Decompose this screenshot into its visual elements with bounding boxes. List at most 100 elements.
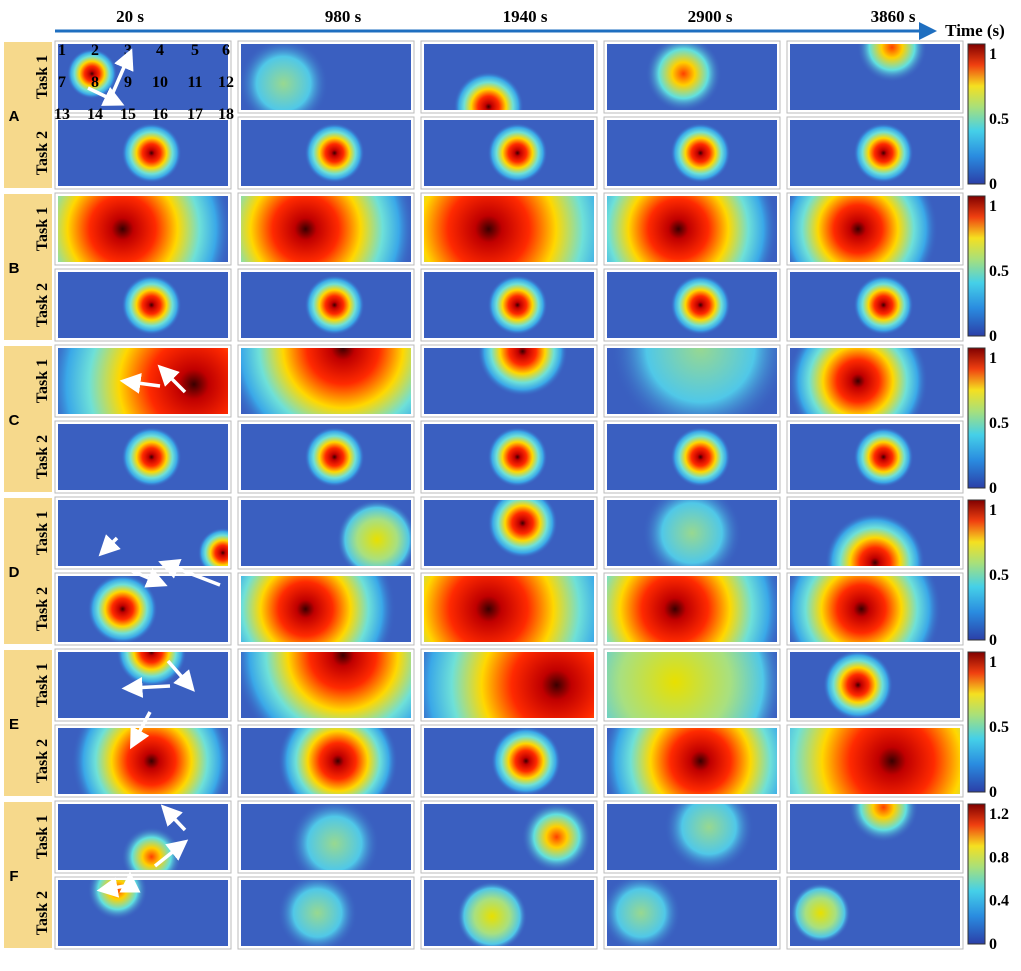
heatmap bbox=[424, 880, 594, 946]
movement-arrow bbox=[131, 568, 168, 588]
heatmap bbox=[424, 500, 594, 566]
heatmap bbox=[424, 120, 594, 186]
grid-number: 6 bbox=[222, 42, 230, 59]
heatmap bbox=[790, 880, 960, 946]
colorbar-tick-label: 0.5 bbox=[989, 263, 1009, 280]
colorbar-tick-label: 0 bbox=[989, 328, 997, 345]
colorbar-tick-label: 1 bbox=[989, 502, 997, 519]
heatmap bbox=[790, 424, 960, 490]
heat-blob bbox=[337, 500, 411, 566]
grid-number: 15 bbox=[120, 106, 136, 123]
colorbar-tick-label: 1 bbox=[989, 198, 997, 215]
colorbar-tick-label: 0.5 bbox=[989, 111, 1009, 128]
colorbar-tick-label: 0.5 bbox=[989, 415, 1009, 432]
heat-blob bbox=[825, 512, 925, 566]
colorbar-tick-label: 1 bbox=[989, 46, 997, 63]
heat-blob bbox=[790, 883, 851, 943]
heatmap bbox=[58, 804, 228, 870]
heatmap bbox=[241, 804, 411, 870]
heat-blob bbox=[664, 804, 754, 870]
colorbar-tick-label: 0.5 bbox=[989, 567, 1009, 584]
heatmap bbox=[607, 880, 777, 946]
task-label: Task 1 bbox=[34, 511, 51, 555]
time-label: 2900 s bbox=[688, 7, 733, 26]
heat-blob bbox=[848, 804, 919, 843]
heat-blob bbox=[277, 728, 398, 794]
heatmap bbox=[424, 348, 594, 414]
heat-blob bbox=[607, 728, 777, 794]
heatmap bbox=[424, 652, 594, 718]
heat-blob bbox=[304, 427, 365, 487]
heatmap bbox=[790, 44, 960, 110]
heat-blob bbox=[121, 427, 182, 487]
task-label: Task 2 bbox=[34, 891, 51, 935]
heat-blob bbox=[790, 576, 942, 642]
group-label: F bbox=[9, 868, 18, 885]
grid-number: 13 bbox=[54, 106, 70, 123]
heatmap bbox=[607, 652, 777, 718]
heat-blob bbox=[670, 123, 731, 183]
grid-number: 14 bbox=[87, 106, 103, 123]
group-label: C bbox=[9, 412, 20, 429]
heat-blob bbox=[853, 427, 914, 487]
colorbar-tick-label: 1 bbox=[989, 654, 997, 671]
time-label: 20 s bbox=[116, 7, 144, 26]
heatmap bbox=[790, 120, 960, 186]
heatmap bbox=[241, 424, 411, 490]
heat-blob bbox=[304, 275, 365, 335]
heat-blob bbox=[642, 500, 742, 566]
heatmap bbox=[790, 652, 960, 718]
heat-blob bbox=[521, 804, 592, 870]
heat-blob bbox=[424, 196, 594, 262]
heatmap bbox=[58, 576, 228, 642]
grid-number: 2 bbox=[91, 42, 99, 59]
heatmap bbox=[424, 196, 594, 262]
movement-arrow bbox=[106, 48, 134, 105]
heatmap bbox=[607, 576, 777, 642]
heat-blob bbox=[67, 48, 117, 99]
heat-blob bbox=[853, 123, 914, 183]
heat-blob bbox=[58, 348, 228, 414]
heatmap bbox=[241, 272, 411, 338]
heat-blob bbox=[790, 196, 938, 262]
heat-blob bbox=[121, 123, 182, 183]
heatmap bbox=[58, 44, 228, 110]
heatmap bbox=[241, 348, 411, 414]
group-band bbox=[4, 498, 52, 644]
heatmap bbox=[424, 272, 594, 338]
grid-number: 10 bbox=[152, 74, 168, 91]
group-band bbox=[4, 42, 52, 188]
group-band bbox=[4, 346, 52, 492]
task-label: Task 1 bbox=[34, 55, 51, 99]
colorbar bbox=[967, 499, 986, 641]
movement-arrow bbox=[119, 372, 161, 394]
colorbar bbox=[967, 43, 986, 185]
heat-blob bbox=[241, 576, 396, 642]
heat-blob bbox=[487, 500, 558, 559]
group-label: D bbox=[9, 564, 20, 581]
grid-number: 16 bbox=[152, 106, 168, 123]
heatmap bbox=[241, 576, 411, 642]
movement-arrow bbox=[130, 711, 152, 750]
heat-blob bbox=[610, 348, 777, 414]
heatmap bbox=[607, 272, 777, 338]
heat-blob bbox=[453, 71, 524, 110]
movement-arrow bbox=[153, 839, 189, 868]
colorbar-tick-label: 0 bbox=[989, 632, 997, 649]
time-label: 1940 s bbox=[503, 7, 548, 26]
heatmap bbox=[790, 500, 960, 566]
heat-blob bbox=[424, 652, 594, 718]
heatmap bbox=[241, 196, 411, 262]
heatmap bbox=[790, 272, 960, 338]
heatmap bbox=[607, 196, 777, 262]
grid-number: 5 bbox=[191, 42, 199, 59]
group-band bbox=[4, 802, 52, 948]
task-label: Task 1 bbox=[34, 815, 51, 859]
time-axis-label: Time (s) bbox=[945, 21, 1005, 40]
task-label: Task 2 bbox=[34, 283, 51, 327]
heatmap bbox=[424, 424, 594, 490]
grid-number: 12 bbox=[218, 74, 234, 91]
heat-blob bbox=[87, 576, 158, 642]
heatmap bbox=[58, 272, 228, 338]
